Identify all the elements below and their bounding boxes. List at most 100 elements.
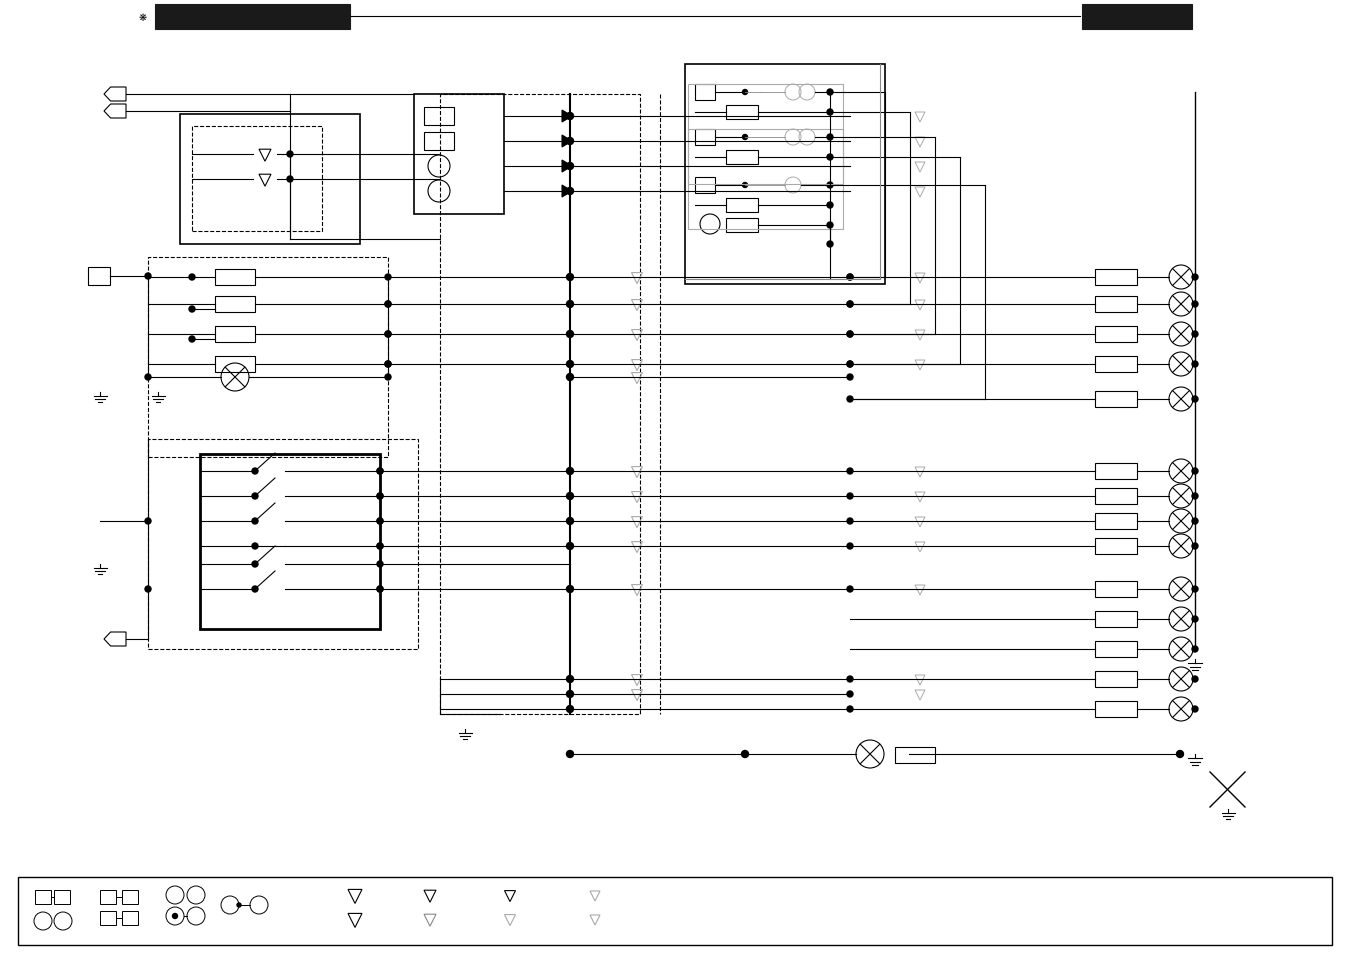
- Circle shape: [567, 139, 572, 145]
- Bar: [192, 127, 323, 232]
- Circle shape: [144, 375, 151, 380]
- Bar: [1095, 538, 1137, 555]
- Circle shape: [377, 518, 383, 524]
- Circle shape: [846, 302, 853, 308]
- Circle shape: [567, 468, 574, 475]
- Circle shape: [828, 183, 833, 189]
- Bar: [122, 890, 138, 904]
- Bar: [155, 5, 350, 30]
- Circle shape: [189, 307, 194, 313]
- Circle shape: [846, 518, 853, 524]
- Circle shape: [1192, 617, 1197, 622]
- Circle shape: [567, 518, 574, 525]
- Circle shape: [846, 274, 853, 281]
- Circle shape: [846, 274, 853, 281]
- Circle shape: [385, 375, 391, 380]
- Circle shape: [377, 586, 383, 593]
- Circle shape: [743, 91, 748, 95]
- Circle shape: [846, 691, 853, 698]
- Circle shape: [846, 396, 853, 402]
- Bar: [1095, 463, 1137, 479]
- Circle shape: [567, 493, 574, 500]
- Bar: [726, 106, 757, 120]
- Circle shape: [1192, 543, 1197, 550]
- Circle shape: [385, 361, 391, 368]
- Circle shape: [385, 302, 391, 308]
- Circle shape: [377, 494, 383, 499]
- Circle shape: [377, 518, 383, 524]
- Circle shape: [828, 135, 833, 141]
- Polygon shape: [562, 186, 572, 198]
- Circle shape: [846, 706, 853, 712]
- Circle shape: [252, 494, 258, 499]
- Polygon shape: [562, 161, 572, 172]
- Circle shape: [1192, 302, 1197, 308]
- Bar: [414, 95, 504, 214]
- Circle shape: [567, 164, 572, 170]
- Circle shape: [1192, 586, 1197, 593]
- Bar: [1095, 392, 1137, 408]
- Circle shape: [846, 361, 853, 368]
- Circle shape: [846, 302, 853, 308]
- Circle shape: [377, 543, 383, 550]
- Bar: [54, 890, 70, 904]
- Bar: [1081, 5, 1192, 30]
- Bar: [100, 890, 116, 904]
- Circle shape: [173, 914, 177, 919]
- Circle shape: [743, 183, 748, 189]
- Circle shape: [377, 543, 383, 550]
- Bar: [895, 747, 936, 763]
- Circle shape: [846, 361, 853, 368]
- Circle shape: [567, 691, 574, 698]
- Circle shape: [567, 676, 574, 682]
- Bar: [215, 296, 255, 313]
- Bar: [1095, 671, 1137, 687]
- Circle shape: [743, 135, 748, 140]
- Circle shape: [385, 332, 391, 337]
- Circle shape: [252, 561, 258, 567]
- Bar: [148, 439, 418, 649]
- Bar: [1095, 514, 1137, 530]
- Bar: [148, 257, 387, 457]
- Bar: [180, 115, 360, 245]
- Circle shape: [1192, 469, 1197, 475]
- Circle shape: [567, 113, 574, 120]
- Bar: [695, 130, 716, 146]
- Bar: [18, 877, 1332, 945]
- Circle shape: [567, 189, 572, 194]
- Polygon shape: [562, 111, 572, 123]
- Circle shape: [741, 751, 748, 758]
- Bar: [215, 356, 255, 373]
- Circle shape: [828, 203, 833, 209]
- Circle shape: [377, 469, 383, 475]
- Bar: [1095, 581, 1137, 598]
- Bar: [122, 911, 138, 925]
- Circle shape: [1192, 274, 1197, 281]
- Circle shape: [189, 336, 194, 343]
- Polygon shape: [562, 136, 572, 148]
- Bar: [1095, 296, 1137, 313]
- Circle shape: [238, 903, 242, 907]
- Circle shape: [828, 154, 833, 161]
- Circle shape: [567, 274, 574, 281]
- Circle shape: [1176, 751, 1184, 758]
- Circle shape: [846, 677, 853, 682]
- Circle shape: [567, 163, 574, 171]
- Bar: [1095, 701, 1137, 718]
- Circle shape: [144, 274, 151, 280]
- Bar: [695, 85, 716, 101]
- Circle shape: [252, 543, 258, 550]
- Bar: [200, 455, 379, 629]
- Circle shape: [385, 302, 391, 308]
- Circle shape: [288, 152, 293, 158]
- Circle shape: [567, 543, 574, 550]
- Circle shape: [567, 138, 574, 146]
- Circle shape: [252, 469, 258, 475]
- Circle shape: [1192, 361, 1197, 368]
- Circle shape: [377, 469, 383, 475]
- Circle shape: [567, 301, 574, 308]
- Circle shape: [189, 274, 194, 281]
- Circle shape: [144, 518, 151, 524]
- Circle shape: [828, 90, 833, 96]
- Circle shape: [567, 113, 572, 120]
